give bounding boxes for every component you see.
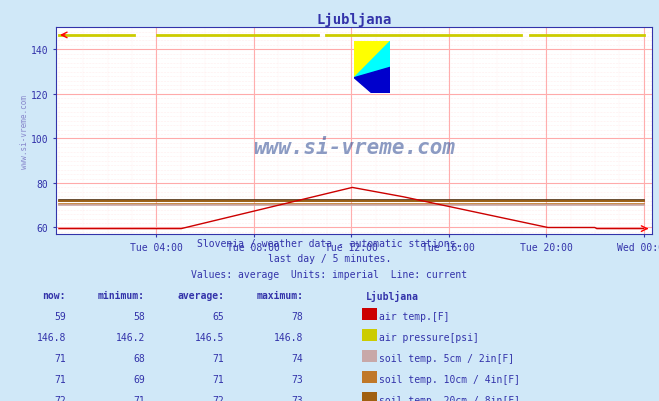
Text: 65: 65 xyxy=(212,312,224,322)
Polygon shape xyxy=(355,42,390,79)
Text: 71: 71 xyxy=(54,353,66,363)
Text: 146.8: 146.8 xyxy=(273,332,303,342)
Text: 146.2: 146.2 xyxy=(115,332,145,342)
Text: Slovenia / weather data - automatic stations.: Slovenia / weather data - automatic stat… xyxy=(197,239,462,249)
Y-axis label: www.si-vreme.com: www.si-vreme.com xyxy=(20,94,30,168)
Text: air temp.[F]: air temp.[F] xyxy=(379,312,449,322)
Text: 68: 68 xyxy=(133,353,145,363)
Text: 72: 72 xyxy=(212,395,224,401)
Text: maximum:: maximum: xyxy=(256,291,303,301)
Text: Ljubljana: Ljubljana xyxy=(366,291,418,302)
Text: soil temp. 10cm / 4in[F]: soil temp. 10cm / 4in[F] xyxy=(379,374,520,384)
Title: Ljubljana: Ljubljana xyxy=(316,13,392,27)
Text: now:: now: xyxy=(42,291,66,301)
Text: average:: average: xyxy=(177,291,224,301)
Text: 73: 73 xyxy=(291,395,303,401)
Text: www.si-vreme.com: www.si-vreme.com xyxy=(253,138,455,158)
Text: 59: 59 xyxy=(54,312,66,322)
Text: 73: 73 xyxy=(291,374,303,384)
Text: 71: 71 xyxy=(133,395,145,401)
Text: 71: 71 xyxy=(212,353,224,363)
Text: soil temp. 5cm / 2in[F]: soil temp. 5cm / 2in[F] xyxy=(379,353,514,363)
Text: 69: 69 xyxy=(133,374,145,384)
Text: Values: average  Units: imperial  Line: current: Values: average Units: imperial Line: cu… xyxy=(191,269,468,279)
Text: air pressure[psi]: air pressure[psi] xyxy=(379,332,479,342)
Text: last day / 5 minutes.: last day / 5 minutes. xyxy=(268,254,391,264)
Text: 71: 71 xyxy=(54,374,66,384)
Text: 74: 74 xyxy=(291,353,303,363)
Text: 146.8: 146.8 xyxy=(36,332,66,342)
Text: 58: 58 xyxy=(133,312,145,322)
Polygon shape xyxy=(355,68,390,94)
Text: 78: 78 xyxy=(291,312,303,322)
Text: soil temp. 20cm / 8in[F]: soil temp. 20cm / 8in[F] xyxy=(379,395,520,401)
Text: 146.5: 146.5 xyxy=(194,332,224,342)
Text: 71: 71 xyxy=(212,374,224,384)
Text: 72: 72 xyxy=(54,395,66,401)
Text: minimum:: minimum: xyxy=(98,291,145,301)
Polygon shape xyxy=(355,42,390,79)
